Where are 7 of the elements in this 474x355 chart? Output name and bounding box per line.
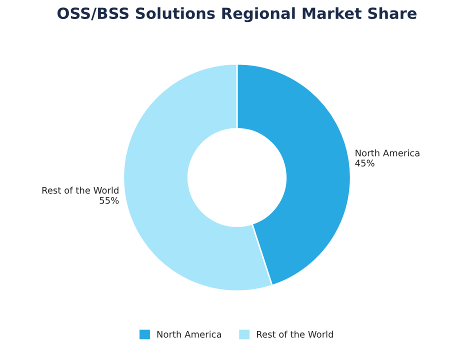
slice-label: Rest of the World [42, 186, 118, 194]
legend-label: North America [157, 330, 222, 338]
legend-label: Rest of the World [257, 330, 333, 338]
chart-title: OSS/BSS Solutions Regional Market Share [58, 7, 417, 22]
slice-label: North America [356, 149, 420, 156]
data-label: 45% [355, 160, 374, 167]
data-label: 55% [100, 197, 119, 204]
